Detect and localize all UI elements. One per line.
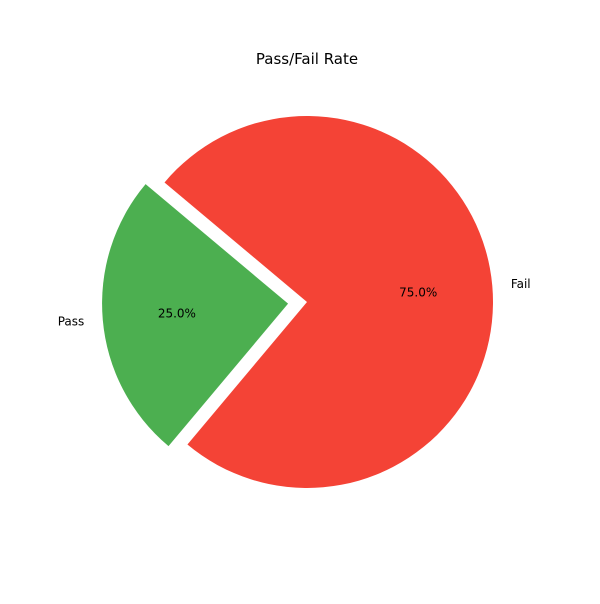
percent-label-pass: 25.0% <box>158 306 196 320</box>
category-label-pass: Pass <box>58 314 85 328</box>
percent-label-fail: 75.0% <box>399 285 437 299</box>
pie-slice-pass <box>102 184 289 447</box>
chart-title: Pass/Fail Rate <box>256 50 358 68</box>
pie-slice-fail <box>164 115 494 488</box>
category-label-fail: Fail <box>511 277 531 291</box>
